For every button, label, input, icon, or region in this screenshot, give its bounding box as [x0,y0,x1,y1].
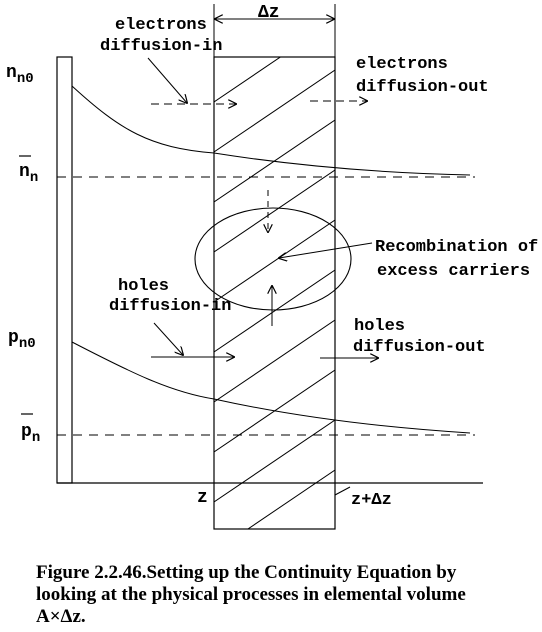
figure-caption: Figure 2.2.46.Setting up the Continuity … [36,562,536,628]
nn-bar-label: nn [19,162,38,186]
recombination-leader [279,242,373,258]
recombination-label-line1: Recombination of [375,238,538,257]
z-dz-leader [334,486,351,496]
elemental-volume-hatch [214,57,335,529]
holes-in-label-line2: diffusion-in [109,297,231,316]
continuity-diagram: Δz electrons diffusion-in electrons diff… [6,3,538,530]
caption-line-3: A×Δz. [36,606,86,627]
electrons-in-label-line1: electrons [115,16,207,35]
hole-concentration-curve [71,341,471,434]
caption-line-1: Figure 2.2.46.Setting up the Continuity … [36,562,457,583]
nn0-label: nn0 [6,63,34,87]
elemental-volume [213,56,336,530]
electrons-out-label-line2: diffusion-out [356,78,489,97]
holes-in-label-line1: holes [118,277,169,296]
recombination-region [194,207,352,311]
holes-out-label-line1: holes [354,317,405,336]
device-left-wall [56,56,73,484]
holes-out-label-line2: diffusion-out [353,338,486,357]
electrons-out-label-line1: electrons [356,55,448,74]
dz-label: Δz [258,3,280,23]
pn0-label: pn0 [8,328,36,352]
electron-concentration-curve [71,85,471,176]
holes-in-leader [153,322,183,355]
z-label: z [197,488,208,508]
caption-line-2: looking at the physical processes in ele… [36,584,466,605]
electrons-in-leader [147,57,187,103]
recombination-label-line2: excess carriers [377,262,530,281]
z-plus-dz-label: z+Δz [351,491,392,510]
pn-bar-label: pn [21,422,40,446]
electrons-in-label-line2: diffusion-in [100,37,222,56]
